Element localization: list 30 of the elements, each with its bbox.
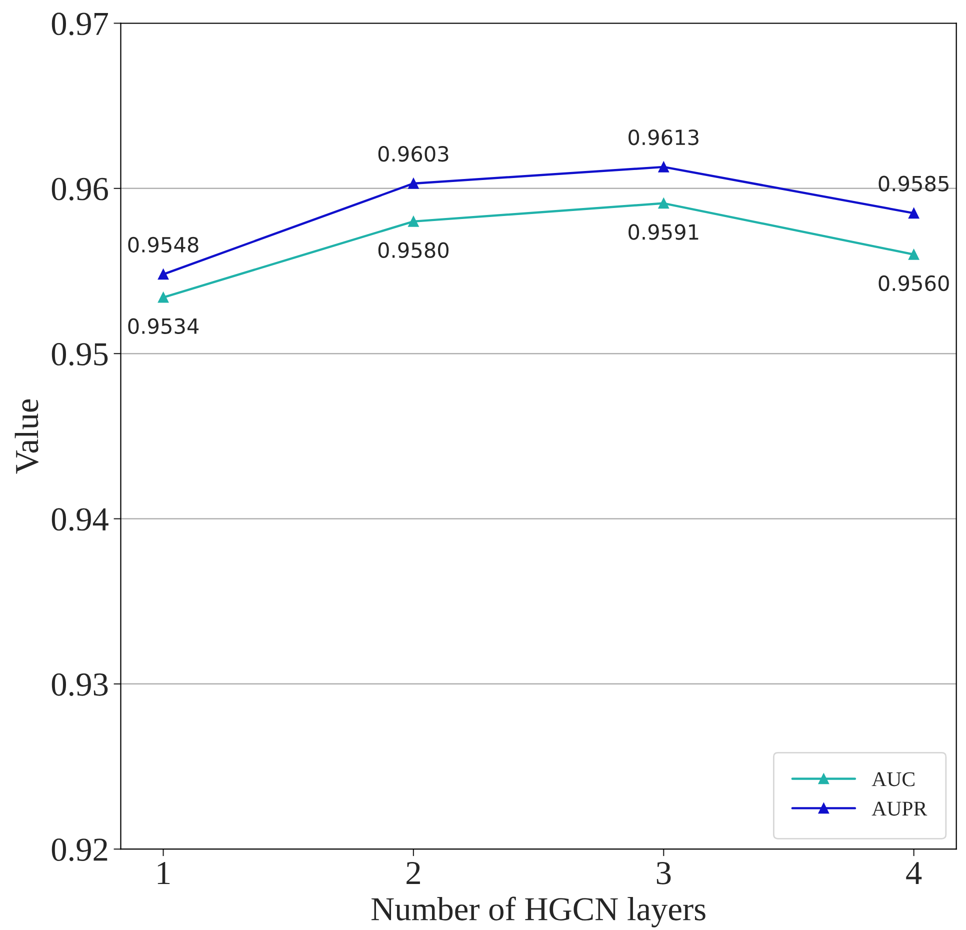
- data-label: 0.9560: [878, 275, 949, 292]
- y-tick-label: 0.92: [52, 838, 108, 862]
- data-label: 0.9534: [128, 318, 199, 334]
- x-tick-label: 4: [906, 862, 922, 884]
- x-tick-label: 2: [406, 862, 420, 884]
- y-tick-label: 0.95: [52, 342, 108, 366]
- y-tick-label: 0.97: [52, 12, 108, 36]
- point: [408, 216, 419, 227]
- legend-label: AUC: [872, 772, 914, 786]
- legend-label: AUPR: [872, 802, 928, 816]
- x-tick-label: 1: [158, 862, 170, 884]
- y-tick-label: 0.94: [52, 508, 108, 531]
- point: [158, 268, 169, 280]
- data-label: 0.9548: [128, 236, 198, 253]
- data-label: 0.9585: [878, 176, 948, 192]
- point: [158, 292, 169, 303]
- x-tick-label: 3: [656, 862, 671, 884]
- data-label: 0.9591: [628, 224, 698, 240]
- y-axis-title: Value: [14, 399, 38, 474]
- point: [908, 208, 920, 219]
- data-label: 0.9580: [378, 242, 449, 258]
- point: [658, 198, 670, 209]
- y-tick-label: 0.93: [52, 673, 108, 696]
- point: [408, 178, 419, 189]
- data-label: 0.9603: [378, 146, 448, 162]
- point: [658, 162, 670, 172]
- point: [908, 249, 920, 260]
- y-tick-label: 0.96: [52, 178, 108, 200]
- x-axis-title: Number of HGCN layers: [371, 896, 706, 928]
- data-label: 0.9613: [628, 129, 698, 146]
